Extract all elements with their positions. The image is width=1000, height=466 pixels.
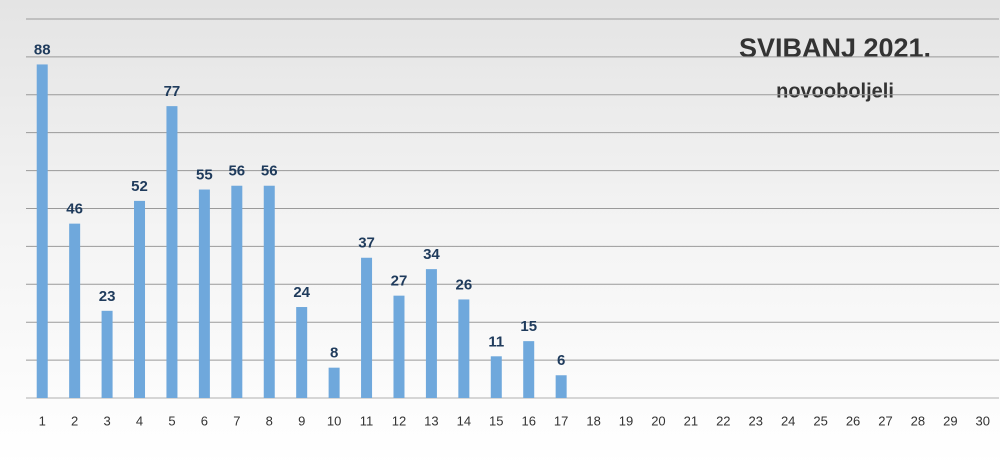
bar xyxy=(490,356,502,398)
bar xyxy=(101,310,113,398)
data-label: 56 xyxy=(228,163,245,180)
data-label: 26 xyxy=(456,276,473,293)
x-tick-label: 8 xyxy=(266,413,273,428)
bar xyxy=(425,269,437,398)
x-tick-label: 5 xyxy=(168,413,175,428)
bar xyxy=(296,307,308,398)
x-tick-label: 25 xyxy=(813,413,827,428)
x-tick-label: 15 xyxy=(489,413,503,428)
x-tick-label: 12 xyxy=(392,413,406,428)
data-label: 88 xyxy=(34,41,51,58)
data-label: 55 xyxy=(196,166,213,183)
x-tick-label: 29 xyxy=(943,413,957,428)
data-label: 52 xyxy=(131,178,148,195)
chart-subtitle: novooboljeli xyxy=(776,80,894,102)
x-tick-label: 16 xyxy=(521,413,535,428)
x-tick-label: 23 xyxy=(749,413,763,428)
x-tick-label: 9 xyxy=(298,413,305,428)
bar xyxy=(458,299,470,398)
x-tick-label: 6 xyxy=(201,413,208,428)
data-label: 46 xyxy=(66,201,83,218)
bar xyxy=(36,64,48,398)
bar xyxy=(361,257,373,398)
data-label: 11 xyxy=(488,333,504,350)
data-label: 77 xyxy=(164,83,181,100)
bar xyxy=(166,106,178,398)
x-tick-label: 14 xyxy=(457,413,471,428)
x-tick-label: 11 xyxy=(360,413,374,428)
bar xyxy=(198,189,210,398)
x-tick-label: 1 xyxy=(39,413,46,428)
x-tick-label: 7 xyxy=(233,413,240,428)
data-label: 37 xyxy=(358,235,375,252)
data-label: 56 xyxy=(261,163,278,180)
x-tick-label: 20 xyxy=(651,413,665,428)
data-label: 23 xyxy=(99,288,116,305)
bar xyxy=(134,200,146,398)
bar xyxy=(393,295,405,398)
data-label: 6 xyxy=(557,352,565,369)
x-tick-label: 22 xyxy=(716,413,730,428)
x-tick-label: 30 xyxy=(976,413,990,428)
data-label: 27 xyxy=(391,273,408,290)
bar xyxy=(263,185,275,398)
x-tick-label: 13 xyxy=(424,413,438,428)
bar xyxy=(328,367,340,398)
x-tick-label: 2 xyxy=(71,413,78,428)
bar xyxy=(69,223,81,398)
bar xyxy=(523,341,535,398)
data-label: 8 xyxy=(330,345,338,362)
x-tick-label: 18 xyxy=(586,413,600,428)
bar xyxy=(555,375,567,398)
x-tick-label: 10 xyxy=(327,413,341,428)
x-tick-label: 28 xyxy=(911,413,925,428)
data-label: 24 xyxy=(293,284,310,301)
x-tick-label: 21 xyxy=(684,413,698,428)
x-tick-label: 4 xyxy=(136,413,143,428)
x-tick-label: 3 xyxy=(103,413,110,428)
data-label: 34 xyxy=(423,246,440,263)
x-tick-label: 26 xyxy=(846,413,860,428)
x-tick-label: 17 xyxy=(554,413,568,428)
x-tick-label: 24 xyxy=(781,413,795,428)
data-label: 15 xyxy=(520,318,537,335)
x-tick-label: 19 xyxy=(619,413,633,428)
x-tick-label: 27 xyxy=(878,413,892,428)
bar xyxy=(231,185,243,398)
chart-title: SVIBANJ 2021. xyxy=(739,33,931,63)
